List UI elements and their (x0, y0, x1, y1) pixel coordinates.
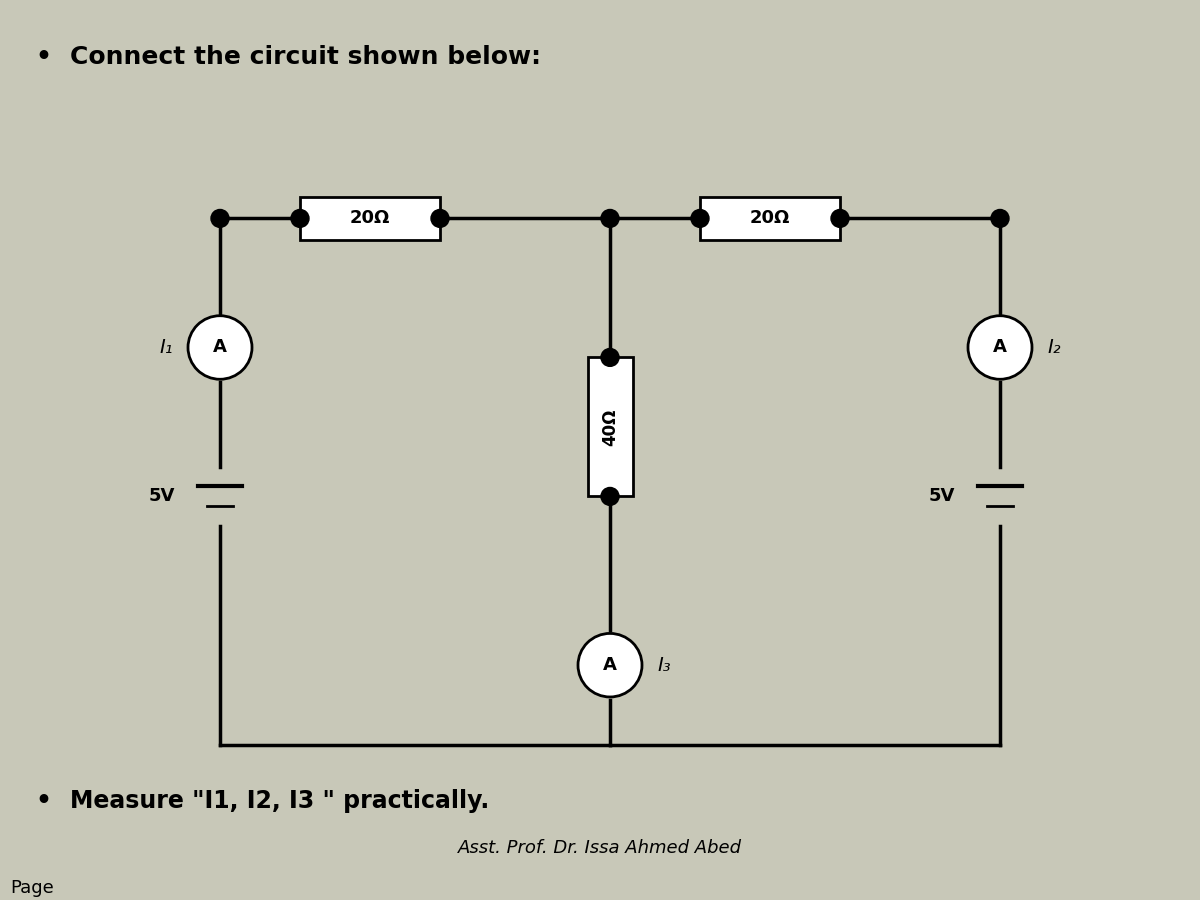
Circle shape (830, 210, 850, 228)
Text: 20Ω: 20Ω (750, 210, 790, 228)
Circle shape (431, 210, 449, 228)
Text: A: A (994, 338, 1007, 356)
Circle shape (601, 348, 619, 366)
Circle shape (601, 488, 619, 506)
Circle shape (292, 210, 310, 228)
Text: I₁: I₁ (160, 338, 173, 357)
Text: Connect the circuit shown below:: Connect the circuit shown below: (70, 45, 541, 68)
Circle shape (991, 210, 1009, 228)
FancyBboxPatch shape (300, 196, 440, 240)
Circle shape (188, 316, 252, 379)
Text: 20Ω: 20Ω (350, 210, 390, 228)
Circle shape (578, 634, 642, 697)
Text: 5V: 5V (149, 488, 175, 506)
Text: •: • (35, 45, 50, 68)
Text: I₃: I₃ (658, 656, 671, 675)
Text: A: A (604, 656, 617, 674)
Text: Asst. Prof. Dr. Issa Ahmed Abed: Asst. Prof. Dr. Issa Ahmed Abed (458, 839, 742, 857)
Text: A: A (214, 338, 227, 356)
FancyBboxPatch shape (700, 196, 840, 240)
Text: I₂: I₂ (1046, 338, 1061, 357)
Circle shape (601, 210, 619, 228)
Circle shape (211, 210, 229, 228)
Circle shape (691, 210, 709, 228)
Text: •: • (35, 789, 50, 814)
Text: 5V: 5V (929, 488, 955, 506)
Text: 40Ω: 40Ω (601, 409, 619, 446)
Circle shape (968, 316, 1032, 379)
FancyBboxPatch shape (588, 357, 632, 497)
Text: Page: Page (10, 878, 54, 896)
Text: Measure "I1, I2, I3 " practically.: Measure "I1, I2, I3 " practically. (70, 789, 490, 814)
